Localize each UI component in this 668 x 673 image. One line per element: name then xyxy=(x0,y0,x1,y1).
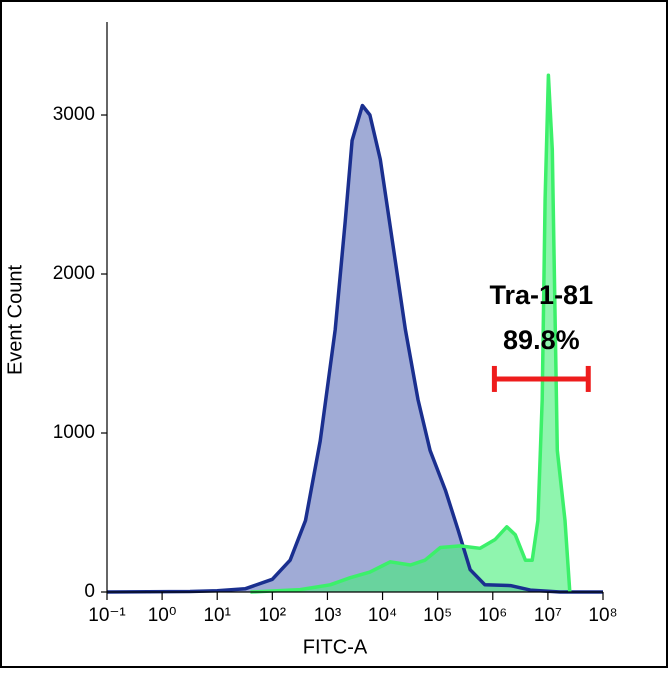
y-axis-label: Event Count xyxy=(4,265,26,376)
gate-label: Tra-1-81 xyxy=(490,280,594,310)
x-tick-label: 10⁻¹ xyxy=(88,605,126,626)
area-fill xyxy=(250,75,570,593)
x-tick-label: 10⁴ xyxy=(368,605,397,626)
x-tick-label: 10⁶ xyxy=(478,605,507,626)
y-tick-label: 0 xyxy=(84,581,95,602)
plot-area: 0 1000 2000 3000 10⁻¹ 10⁰ 10¹ 10² 10³ 10⁴ 10⁵ 10⁶ 10… xyxy=(53,22,618,626)
gate-percent: 89.8% xyxy=(503,325,580,355)
x-tick-label: 10² xyxy=(259,605,286,626)
series-line xyxy=(106,103,603,594)
series-line xyxy=(250,73,572,594)
y-tick-label: 2000 xyxy=(53,263,95,284)
x-tick-label: 10⁷ xyxy=(534,605,562,626)
x-tick-label: 10⁵ xyxy=(423,605,452,626)
y-tick-label: 1000 xyxy=(53,422,95,443)
x-tick-label: 10⁸ xyxy=(588,605,617,626)
y-tick-label: 3000 xyxy=(53,104,95,125)
x-tick-label: 10⁰ xyxy=(148,605,177,626)
area-fill xyxy=(107,105,603,592)
x-axis-label: FITC-A xyxy=(303,636,368,658)
x-tick-label: 10¹ xyxy=(203,605,230,626)
x-tick-label: 10³ xyxy=(314,605,341,626)
